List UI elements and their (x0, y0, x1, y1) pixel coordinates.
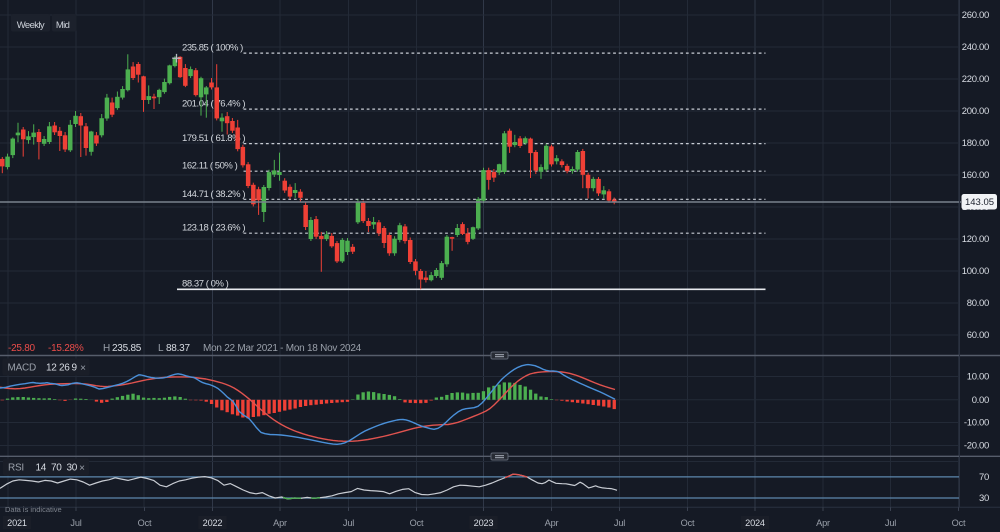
svg-text:26: 26 (59, 363, 70, 374)
svg-text:2024: 2024 (745, 518, 765, 528)
svg-text:L: L (158, 343, 164, 354)
svg-text:14: 14 (36, 463, 47, 474)
svg-text:Oct: Oct (681, 518, 695, 528)
svg-text:RSI: RSI (8, 463, 24, 474)
svg-text:144.71 ( 38.2% ): 144.71 ( 38.2% ) (182, 189, 245, 200)
svg-text:×: × (79, 463, 85, 474)
svg-text:220.00: 220.00 (962, 74, 989, 85)
svg-text:Jul: Jul (885, 518, 896, 528)
svg-text:Data is indicative: Data is indicative (5, 505, 62, 514)
svg-text:-20.00: -20.00 (964, 441, 989, 452)
svg-text:2021: 2021 (7, 518, 27, 528)
svg-text:162.11 ( 50% ): 162.11 ( 50% ) (182, 161, 238, 172)
svg-text:10.00: 10.00 (967, 372, 989, 383)
svg-text:Weekly: Weekly (17, 20, 45, 31)
svg-text:143.05: 143.05 (965, 197, 994, 208)
svg-text:260.00: 260.00 (962, 10, 989, 21)
svg-text:Mid: Mid (56, 20, 70, 31)
svg-text:MACD: MACD (8, 363, 36, 374)
svg-text:9: 9 (72, 363, 78, 374)
svg-text:200.00: 200.00 (962, 106, 989, 117)
svg-text:100.00: 100.00 (962, 266, 989, 277)
svg-text:123.18 ( 23.6% ): 123.18 ( 23.6% ) (182, 223, 245, 234)
svg-text:H: H (103, 343, 110, 354)
svg-text:235.85 ( 100% ): 235.85 ( 100% ) (182, 43, 243, 54)
svg-text:88.37 ( 0% ): 88.37 ( 0% ) (182, 279, 229, 290)
svg-text:12: 12 (46, 363, 57, 374)
svg-text:0.00: 0.00 (972, 395, 989, 406)
svg-text:201.04 ( 76.4% ): 201.04 ( 76.4% ) (182, 99, 245, 110)
svg-text:179.51 ( 61.8% ): 179.51 ( 61.8% ) (182, 133, 245, 144)
svg-text:235.85: 235.85 (112, 343, 142, 354)
svg-text:2023: 2023 (474, 518, 494, 528)
svg-text:70: 70 (51, 463, 62, 474)
svg-text:Apr: Apr (816, 518, 830, 528)
svg-text:80.00: 80.00 (967, 298, 989, 309)
svg-text:30: 30 (67, 463, 78, 474)
svg-text:Jul: Jul (343, 518, 354, 528)
svg-text:Jul: Jul (70, 518, 81, 528)
svg-text:240.00: 240.00 (962, 42, 989, 53)
svg-text:180.00: 180.00 (962, 138, 989, 149)
svg-text:2022: 2022 (203, 518, 223, 528)
svg-text:-10.00: -10.00 (964, 418, 989, 429)
svg-text:88.37: 88.37 (166, 343, 190, 354)
svg-text:70: 70 (979, 472, 989, 483)
svg-text:160.00: 160.00 (962, 170, 989, 181)
svg-text:Apr: Apr (545, 518, 559, 528)
svg-text:Oct: Oct (410, 518, 424, 528)
svg-text:Jul: Jul (614, 518, 625, 528)
svg-text:30: 30 (979, 493, 989, 504)
svg-text:Oct: Oct (952, 518, 966, 528)
svg-text:-25.80: -25.80 (8, 343, 36, 354)
svg-text:Oct: Oct (138, 518, 152, 528)
svg-text:-15.28%: -15.28% (48, 343, 84, 354)
svg-text:Apr: Apr (273, 518, 287, 528)
svg-text:×: × (80, 363, 86, 374)
svg-text:120.00: 120.00 (962, 234, 989, 245)
svg-text:60.00: 60.00 (967, 330, 989, 341)
svg-text:Mon 22 Mar 2021 - Mon 18 Nov 2: Mon 22 Mar 2021 - Mon 18 Nov 2024 (203, 343, 362, 354)
